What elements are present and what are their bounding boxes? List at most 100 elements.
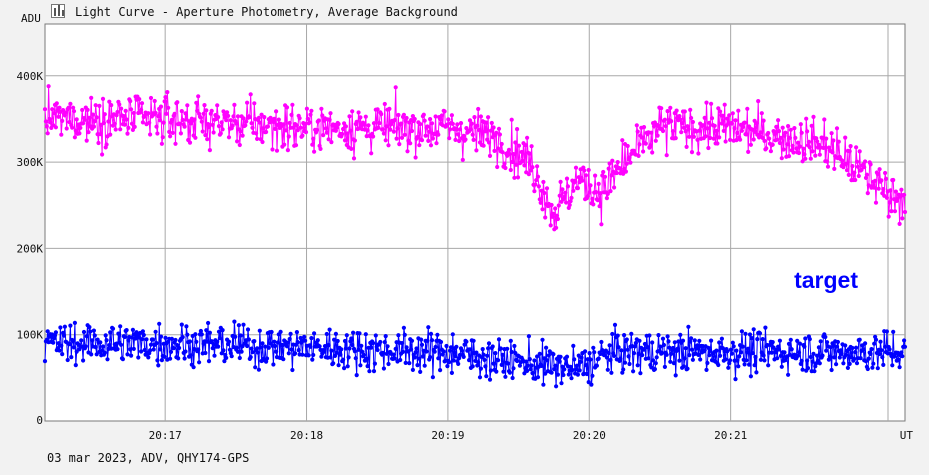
data-point (361, 352, 367, 358)
data-point (369, 151, 374, 156)
data-point (744, 132, 749, 137)
data-point (879, 178, 884, 183)
data-point (84, 138, 89, 143)
data-point (572, 357, 577, 362)
data-point (322, 349, 327, 354)
data-point (468, 127, 473, 132)
data-point (541, 382, 546, 387)
data-point (414, 346, 419, 351)
data-point (843, 135, 848, 140)
data-point (900, 354, 905, 359)
data-point (835, 339, 841, 345)
data-point (158, 334, 164, 339)
data-point (512, 343, 517, 349)
data-point (815, 139, 820, 144)
data-point (260, 341, 265, 346)
data-point (691, 134, 697, 139)
data-point (863, 359, 869, 364)
data-point (89, 95, 94, 100)
data-point (680, 338, 686, 343)
data-point (881, 187, 886, 192)
data-point (616, 345, 621, 350)
data-point (834, 362, 839, 367)
data-point (717, 340, 722, 345)
data-point (730, 111, 735, 116)
data-point (491, 361, 496, 366)
data-point (153, 329, 158, 334)
data-point (257, 328, 262, 333)
data-point (623, 169, 629, 174)
data-point (534, 178, 539, 183)
data-point (823, 334, 828, 340)
data-point (643, 141, 648, 146)
data-point (486, 341, 492, 346)
data-point (532, 358, 537, 363)
data-point (717, 135, 722, 140)
data-point (367, 369, 372, 374)
data-point (664, 352, 669, 357)
data-point (800, 367, 805, 372)
data-point (218, 131, 223, 136)
data-point (118, 127, 123, 132)
data-point (624, 161, 629, 166)
data-point (774, 124, 779, 129)
data-point (845, 365, 851, 370)
data-point (420, 354, 425, 359)
data-point (158, 118, 163, 123)
data-point (812, 369, 817, 374)
data-point (811, 114, 816, 119)
data-point (729, 351, 735, 356)
data-point (205, 339, 210, 344)
data-point (764, 146, 769, 151)
data-point (383, 334, 388, 339)
data-point (533, 182, 538, 187)
data-point (593, 190, 599, 195)
data-point (58, 325, 63, 330)
data-point (119, 106, 124, 111)
data-point (91, 328, 96, 333)
data-point (319, 106, 324, 111)
data-point (196, 347, 201, 352)
data-point (850, 345, 855, 351)
data-point (548, 223, 553, 228)
data-point (426, 325, 431, 330)
data-point (422, 118, 427, 123)
data-point (441, 349, 446, 354)
data-point (81, 329, 87, 335)
data-point (524, 359, 529, 364)
data-point (353, 356, 358, 361)
data-point (284, 128, 289, 133)
data-point (57, 105, 62, 110)
data-point (382, 340, 387, 345)
data-point (660, 350, 665, 356)
data-point (649, 365, 654, 370)
data-point (505, 346, 510, 351)
data-point (574, 363, 580, 368)
data-point (395, 126, 400, 131)
data-point (185, 332, 190, 337)
data-point (527, 151, 532, 156)
data-point (820, 135, 825, 140)
data-point (740, 124, 745, 130)
data-point (255, 346, 260, 351)
data-point (496, 146, 501, 151)
data-point (509, 117, 514, 122)
data-point (529, 144, 534, 149)
data-point (202, 103, 207, 108)
data-point (549, 202, 554, 208)
data-point (139, 349, 144, 354)
data-point (587, 351, 592, 356)
data-point (272, 116, 277, 121)
data-point (311, 136, 316, 141)
data-point (677, 114, 682, 119)
data-point (257, 120, 262, 125)
data-point (155, 131, 160, 136)
data-point (361, 122, 367, 127)
data-point (428, 331, 434, 336)
data-point (486, 140, 492, 145)
data-point (415, 363, 420, 368)
data-point (887, 347, 892, 352)
data-point (122, 334, 127, 340)
data-point (816, 345, 822, 350)
